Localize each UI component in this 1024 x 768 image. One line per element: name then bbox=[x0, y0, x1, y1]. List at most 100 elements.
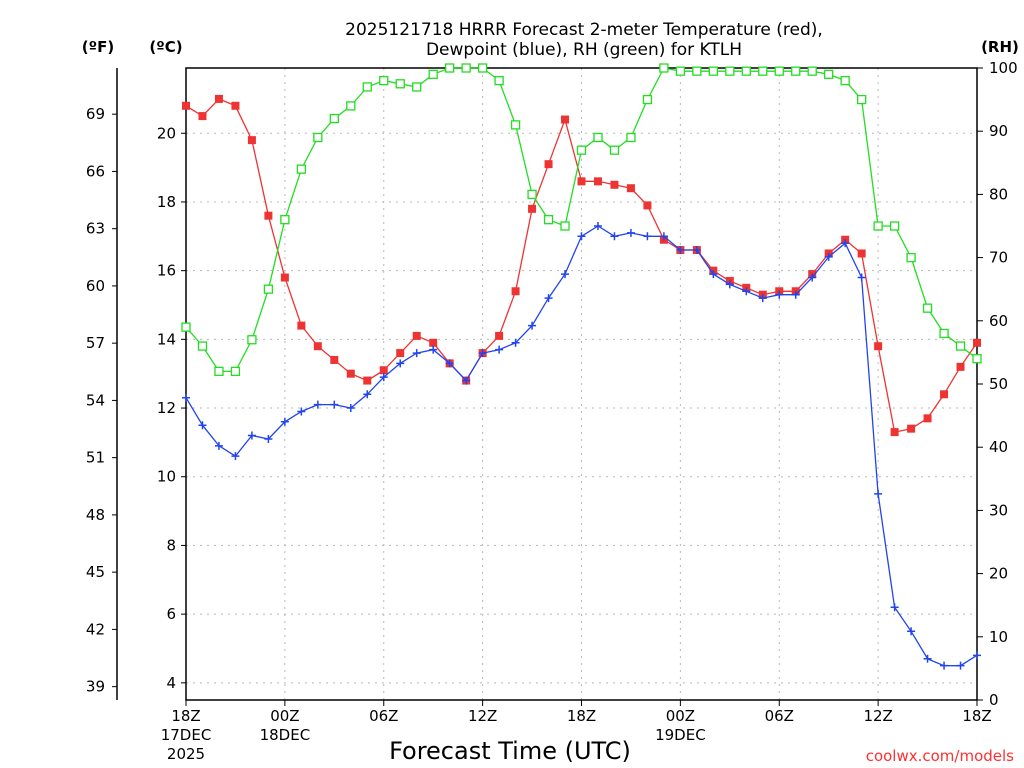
dewpoint-point bbox=[478, 349, 487, 358]
rh-tick-label: 40 bbox=[989, 438, 1008, 456]
dewpoint-point bbox=[313, 400, 322, 409]
temperature-point bbox=[247, 136, 256, 145]
chart-title-line-2: Dewpoint (blue), RH (green) for KTLH bbox=[426, 40, 742, 60]
dewpoint-point bbox=[907, 627, 916, 636]
series-line-dewpoint bbox=[185, 225, 978, 667]
rh-tick-label: 70 bbox=[989, 249, 1008, 267]
dewpoint-point bbox=[297, 407, 306, 416]
dewpoint-point bbox=[725, 280, 734, 289]
temperature-point bbox=[412, 331, 421, 340]
dewpoint-point bbox=[396, 359, 405, 368]
rh-point bbox=[856, 94, 867, 105]
dewpoint-point bbox=[561, 270, 570, 279]
temperature-point bbox=[231, 101, 240, 110]
dewpoint-point bbox=[874, 489, 883, 498]
dewpoint-point bbox=[445, 359, 454, 368]
fahrenheit-tick-label: 57 bbox=[86, 334, 105, 352]
dewpoint-point bbox=[363, 390, 372, 399]
rh-point bbox=[329, 113, 339, 124]
temperature-point bbox=[610, 180, 619, 189]
temperature-point bbox=[495, 331, 504, 340]
dewpoint-point bbox=[544, 294, 553, 303]
rh-tick-label: 100 bbox=[989, 59, 1018, 77]
dewpoint-point bbox=[495, 345, 504, 354]
rh-axis-unit: (RH) bbox=[981, 38, 1019, 56]
temperature-point bbox=[346, 369, 355, 378]
celsius-tick-label: 16 bbox=[157, 262, 176, 280]
temperature-point bbox=[890, 428, 899, 437]
rh-tick-label: 80 bbox=[989, 185, 1008, 203]
rh-point bbox=[412, 82, 422, 92]
temperature-point bbox=[297, 321, 306, 330]
rh-point bbox=[280, 215, 290, 225]
dewpoint-point bbox=[758, 294, 767, 303]
dewpoint-point bbox=[264, 434, 273, 443]
rh-point bbox=[692, 66, 702, 76]
dewpoint-point bbox=[462, 376, 471, 385]
rh-tick-label: 10 bbox=[989, 628, 1008, 646]
rh-tick-label: 30 bbox=[989, 501, 1008, 519]
rh-point bbox=[955, 341, 966, 351]
x-tick-label: 19DEC bbox=[655, 726, 706, 744]
rh-tick-label: 90 bbox=[989, 122, 1008, 140]
dewpoint-point bbox=[808, 273, 817, 282]
temperature-point bbox=[429, 338, 438, 347]
temperature-point bbox=[198, 112, 207, 121]
temperature-point bbox=[874, 342, 883, 351]
rh-point bbox=[659, 63, 669, 73]
celsius-tick-label: 4 bbox=[166, 674, 176, 692]
celsius-tick-label: 20 bbox=[157, 124, 176, 142]
dewpoint-point bbox=[412, 349, 421, 358]
dewpoint-point bbox=[940, 661, 949, 670]
rh-point bbox=[593, 132, 603, 143]
rh-point bbox=[708, 66, 718, 76]
dewpoint-point bbox=[857, 273, 866, 282]
x-tick-label: 2025 bbox=[167, 745, 205, 763]
rh-point bbox=[197, 341, 208, 351]
x-axis-label: Forecast Time (UTC) bbox=[389, 737, 631, 765]
dewpoint-point bbox=[231, 452, 240, 461]
temperature-point bbox=[363, 376, 372, 385]
dewpoint-point bbox=[528, 321, 537, 330]
x-tick-label: 18Z bbox=[171, 707, 200, 725]
rh-point bbox=[609, 145, 620, 155]
dewpoint-point bbox=[973, 651, 981, 660]
celsius-tick-label: 18 bbox=[157, 193, 176, 211]
dewpoint-point bbox=[890, 603, 899, 612]
rh-point bbox=[725, 66, 735, 76]
rh-point bbox=[395, 79, 405, 89]
dewpoint-point bbox=[626, 228, 635, 237]
dewpoint-point bbox=[214, 441, 223, 450]
rh-point bbox=[741, 66, 751, 76]
x-tick-label: 12Z bbox=[863, 707, 892, 725]
rh-tick-label: 20 bbox=[989, 565, 1008, 583]
x-tick-label: 18Z bbox=[567, 707, 596, 725]
temperature-point bbox=[313, 342, 322, 351]
fahrenheit-tick-label: 63 bbox=[86, 220, 105, 238]
rh-point bbox=[477, 63, 488, 73]
dewpoint-point bbox=[429, 345, 438, 354]
rh-point bbox=[247, 335, 257, 345]
rh-point bbox=[362, 82, 372, 92]
temperature-point bbox=[214, 94, 223, 103]
dewpoint-point bbox=[676, 246, 685, 255]
rh-point bbox=[296, 164, 307, 174]
x-tick-label: 18Z bbox=[962, 707, 991, 725]
celsius-tick-label: 12 bbox=[157, 399, 176, 417]
dewpoint-point bbox=[346, 404, 355, 413]
rh-point bbox=[576, 145, 587, 155]
fahrenheit-axis-unit: (ºF) bbox=[82, 38, 114, 56]
temperature-point bbox=[544, 160, 553, 169]
rh-tick-label: 50 bbox=[989, 375, 1008, 393]
rh-point bbox=[313, 132, 323, 143]
rh-point bbox=[510, 120, 521, 130]
fahrenheit-tick-label: 66 bbox=[86, 162, 105, 180]
rh-point bbox=[758, 66, 768, 76]
rh-point bbox=[889, 221, 900, 231]
temperature-point bbox=[280, 273, 289, 282]
x-tick-label: 12Z bbox=[468, 707, 497, 725]
celsius-tick-label: 10 bbox=[157, 468, 176, 486]
temperature-point bbox=[330, 355, 339, 364]
dewpoint-point bbox=[956, 661, 965, 670]
